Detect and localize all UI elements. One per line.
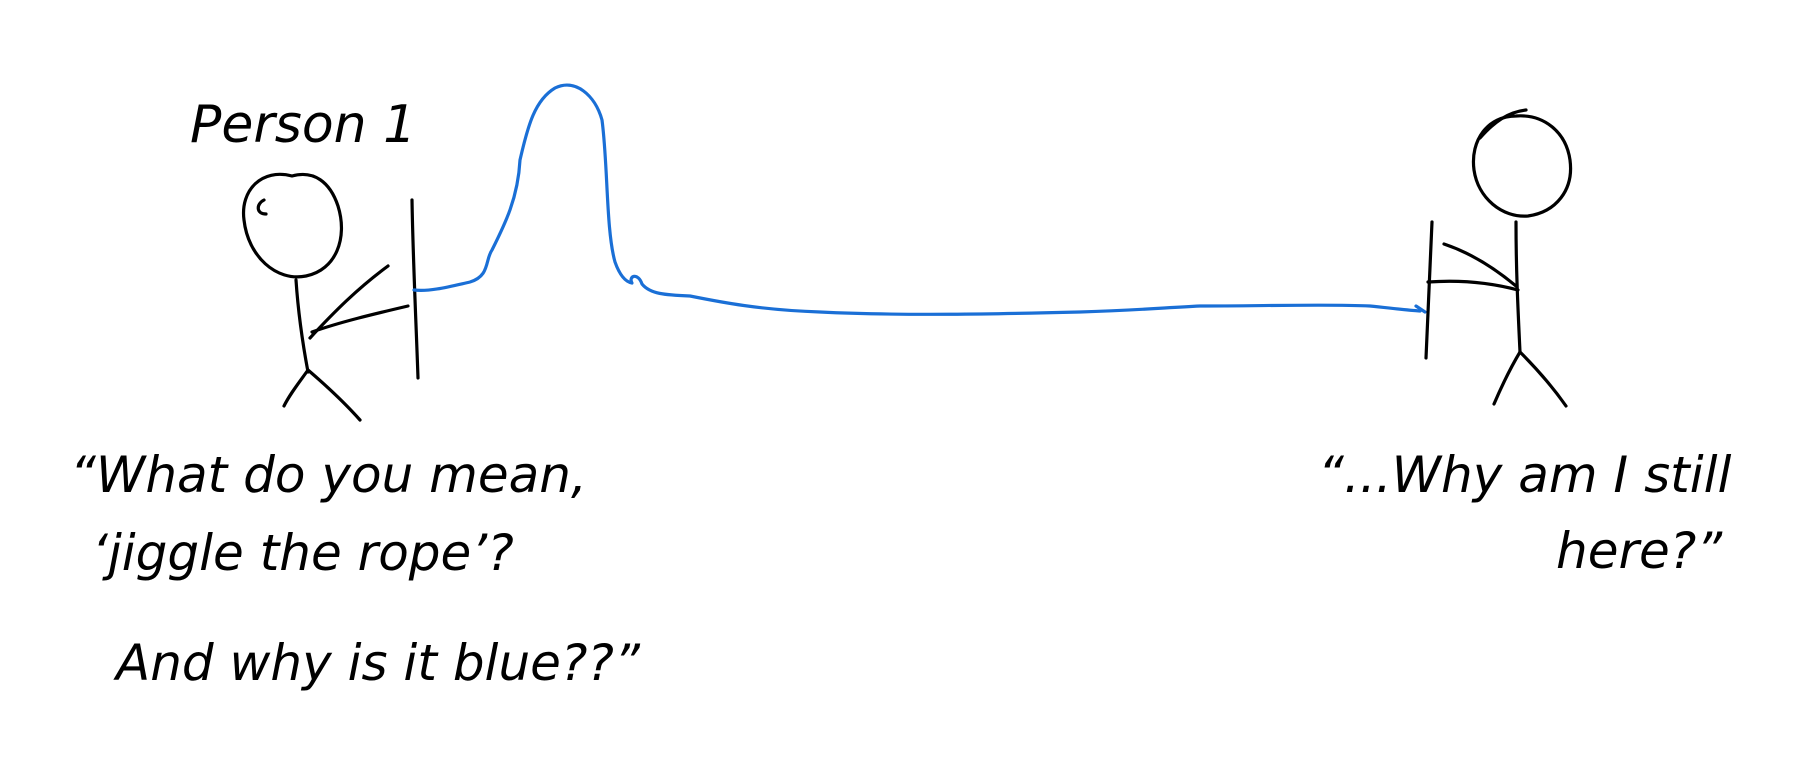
person-2-lower-arm — [1426, 279, 1520, 292]
rope-end-knot — [1414, 304, 1427, 314]
right-quote: “...Why am I still here?” — [1318, 446, 1732, 580]
person-2-head — [1471, 114, 1573, 218]
left-quote: “What do you mean, ‘jiggle the rope’? An… — [70, 446, 641, 692]
person-2-upper-arm — [1442, 242, 1518, 288]
right-quote-line-1: “...Why am I still — [1318, 446, 1732, 504]
person-2-hair-stroke — [1478, 108, 1528, 140]
blue-rope — [412, 83, 1422, 316]
person-2-rope-handle — [1424, 220, 1434, 360]
person-1-lower-arm — [310, 304, 410, 334]
left-quote-line-1: “What do you mean, — [70, 446, 587, 504]
person-1-head — [241, 172, 343, 279]
right-quote-line-2: here?” — [1556, 522, 1723, 580]
person-1-left-leg — [282, 368, 310, 408]
left-quote-line-3: And why is it blue??” — [113, 634, 641, 692]
left-quote-line-2: ‘jiggle the rope’? — [92, 524, 514, 582]
person-2-figure — [1424, 108, 1573, 408]
person-2-left-leg — [1492, 350, 1522, 406]
person-2-right-leg — [1518, 350, 1568, 408]
person-1-label: Person 1 — [190, 95, 416, 155]
person-1-figure — [241, 172, 420, 422]
person-1-right-leg — [306, 368, 362, 422]
person-1-body — [294, 278, 310, 374]
person-1-hair-curl — [256, 198, 268, 216]
